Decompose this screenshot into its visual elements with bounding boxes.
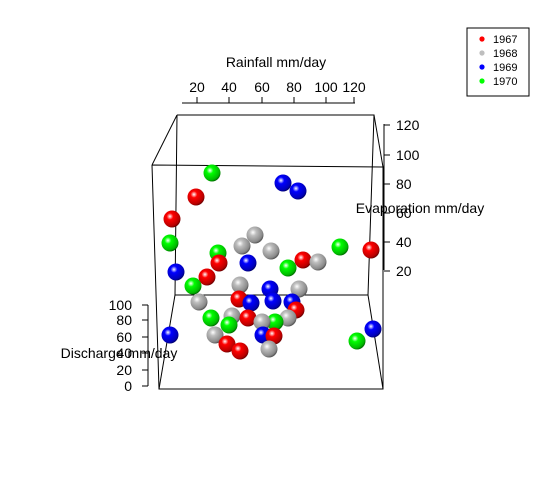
data-point-1968 [309,253,327,271]
data-point-1967 [210,254,228,272]
z-tick-label: 0 [124,378,132,394]
data-point-1970 [348,332,366,350]
data-point-1968 [260,340,278,358]
data-point-1969 [161,326,179,344]
box-edge-br [367,294,384,390]
y-tick-label: 80 [396,176,412,192]
data-point-1967 [239,309,257,327]
x-axis-label: Rainfall mm/day [226,54,326,70]
x-tick-label: 100 [314,79,338,95]
z-tick-label: 20 [116,362,132,378]
data-point-1968 [279,309,297,327]
y-tick-label: 20 [396,263,412,279]
box-edge-tl [151,114,178,166]
data-point-1969 [289,182,307,200]
y-tick-label: 100 [396,147,420,163]
data-point-1970 [203,164,221,182]
box-edge-tr [373,114,384,168]
y-tick-label: 40 [396,234,412,250]
data-point-1968 [206,326,224,344]
y-tick-label: 60 [396,205,412,221]
data-point-1970 [279,259,297,277]
data-point-1967 [231,342,249,360]
data-point-1970 [331,238,349,256]
z-tick-label: 60 [116,329,132,345]
data-point-1970 [220,316,238,334]
data-point-1970 [202,309,220,327]
x-tick-label: 40 [221,79,237,95]
legend-marker-1969 [479,64,485,70]
data-point-1968 [233,237,251,255]
z-tick-label: 80 [116,312,132,328]
data-point-1967 [265,327,283,345]
data-point-1967 [218,335,236,353]
z-tick-label: 40 [116,345,132,361]
data-point-1967 [187,188,205,206]
x-tick-label: 120 [342,79,366,95]
data-point-1968 [246,226,264,244]
data-point-1968 [253,313,271,331]
data-point-1969 [167,263,185,281]
legend-label-1967: 1967 [493,34,517,46]
legend-label-1969: 1969 [493,62,517,74]
data-point-1969 [239,254,257,272]
data-point-1967 [362,241,380,259]
data-point-1968 [262,242,280,260]
data-point-1969 [274,174,292,192]
data-point-1967 [198,268,216,286]
legend-marker-1967 [479,36,485,42]
data-points [161,164,382,360]
x-tick-label: 20 [189,79,205,95]
data-point-1970 [184,277,202,295]
data-point-1970 [161,234,179,252]
data-point-1969 [364,320,382,338]
y-axis: 20 40 60 80 100 120 Evaporation mm/day [356,117,484,279]
data-point-1968 [231,276,249,294]
box-back-face [174,114,375,296]
x-axis: 20 40 60 80 100 120 Rainfall mm/day [182,54,366,104]
data-point-1969 [264,292,282,310]
legend-label-1970: 1970 [493,76,517,88]
legend-marker-1968 [479,50,485,56]
y-axis-label: Evaporation mm/day [356,200,484,216]
data-point-1968 [290,280,308,298]
data-point-1970 [266,313,284,331]
legend-marker-1970 [479,78,485,84]
data-point-1969 [242,294,260,312]
x-tick-label: 80 [286,79,302,95]
legend-box [466,27,530,97]
x-tick-label: 60 [254,79,270,95]
data-point-1968 [190,293,208,311]
data-point-1967 [163,210,181,228]
legend-label-1968: 1968 [493,48,517,60]
data-point-1967 [294,251,312,269]
z-axis-label: Discharge mm/day [61,345,178,361]
legend: 1967 1968 1969 1970 [466,27,530,97]
z-tick-label: 100 [109,297,133,313]
y-tick-label: 120 [396,117,420,133]
